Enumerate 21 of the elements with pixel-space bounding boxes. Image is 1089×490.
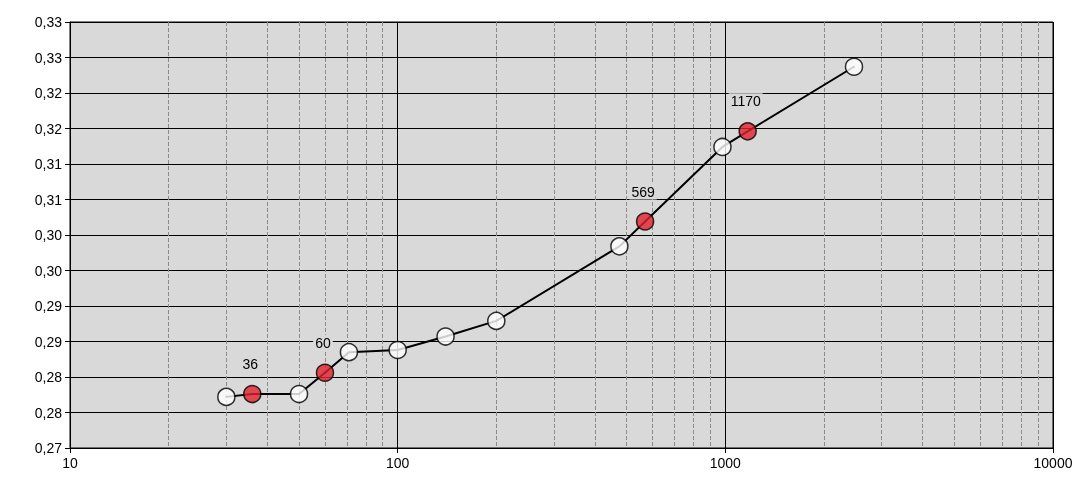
- y-tick-label: 0,27: [34, 440, 63, 456]
- annotation: 60: [315, 334, 331, 351]
- y-tick-label: 0,29: [34, 333, 63, 350]
- y-tick-label: 0,32: [34, 85, 63, 101]
- annotation: 569: [631, 183, 655, 200]
- y-tick-label: 0,31: [34, 156, 63, 172]
- x-tick-label: 10000: [1033, 455, 1073, 471]
- annotation: 36: [242, 356, 259, 373]
- y-tick-label: 0,31: [34, 191, 63, 208]
- y-tick-label: 0,33: [34, 49, 63, 66]
- y-tick-label: 0,30: [34, 262, 63, 279]
- annotation: 1170: [730, 93, 761, 110]
- y-tick-label: 0,32: [34, 120, 63, 137]
- y-tick-label: 0,33: [34, 14, 63, 30]
- x-tick-label: 10: [62, 455, 78, 471]
- y-tick-label: 0,29: [34, 298, 63, 314]
- x-tick-label: 100: [385, 455, 410, 471]
- x-tick-label: 1000: [709, 455, 742, 471]
- y-tick-label: 0,30: [34, 227, 63, 243]
- y-tick-label: 0,28: [34, 369, 63, 385]
- y-tick-label: 0,28: [34, 404, 63, 421]
